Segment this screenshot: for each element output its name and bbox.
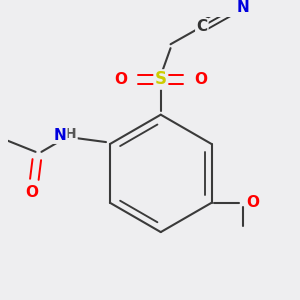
Text: O: O xyxy=(114,72,127,87)
Text: O: O xyxy=(194,72,207,87)
Text: C: C xyxy=(196,19,207,34)
Text: H: H xyxy=(65,127,76,141)
Text: O: O xyxy=(25,185,38,200)
Text: N: N xyxy=(237,0,249,15)
Text: N: N xyxy=(54,128,66,143)
Text: S: S xyxy=(155,70,167,88)
Text: O: O xyxy=(246,195,259,210)
